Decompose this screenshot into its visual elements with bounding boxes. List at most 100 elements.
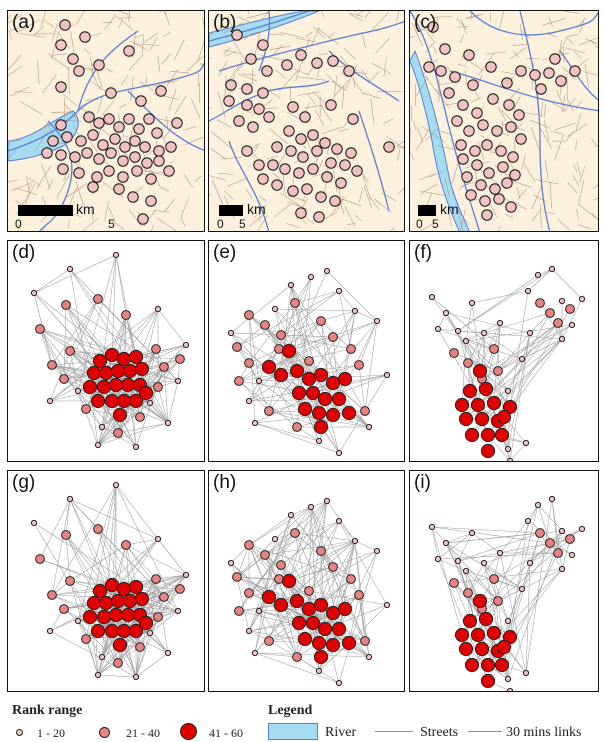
- network-node: [449, 348, 459, 358]
- network-node: [486, 395, 502, 411]
- network-node: [47, 360, 57, 370]
- network-node: [66, 495, 74, 503]
- river-line: [410, 11, 481, 231]
- network-node: [46, 397, 54, 405]
- network-node: [153, 612, 163, 622]
- station-node: [223, 95, 235, 107]
- network-node: [98, 653, 106, 661]
- station-node: [75, 135, 87, 147]
- station-node: [253, 103, 265, 115]
- rank-3-marker: [180, 723, 197, 740]
- network-node: [227, 559, 235, 567]
- panel-c-map: (c) km 0 5: [409, 10, 599, 232]
- network-node: [504, 675, 512, 683]
- network-node: [146, 629, 154, 637]
- network-node: [182, 341, 190, 349]
- network-node: [315, 437, 323, 445]
- rank-1-marker: [16, 729, 23, 736]
- station-node: [463, 49, 475, 61]
- network-node: [383, 601, 391, 609]
- network-node: [548, 495, 556, 503]
- network-node: [351, 307, 359, 315]
- network-node: [305, 385, 321, 401]
- network-node: [164, 649, 172, 657]
- station-node: [153, 145, 165, 157]
- network-node: [454, 627, 470, 643]
- station-node: [479, 195, 491, 207]
- panel-i-network: (i): [409, 470, 599, 692]
- network-node: [335, 679, 343, 687]
- network-node: [331, 391, 347, 407]
- panel-f-network: (f): [409, 240, 599, 462]
- network-node: [518, 355, 526, 363]
- links-layer: [431, 268, 583, 461]
- station-node: [73, 167, 85, 179]
- network-node: [35, 554, 45, 564]
- network-node: [227, 329, 235, 337]
- network-node: [337, 371, 353, 387]
- station-node: [503, 99, 515, 111]
- station-node: [133, 123, 145, 135]
- station-node: [281, 59, 293, 71]
- links-label: 30 mins links: [506, 725, 582, 740]
- network-node: [428, 523, 436, 531]
- station-node: [315, 191, 327, 203]
- station-node: [69, 151, 81, 163]
- station-node: [55, 149, 67, 161]
- network-node: [151, 574, 161, 584]
- network-node: [82, 609, 98, 625]
- station-node: [263, 111, 275, 123]
- map-a-canvas: [8, 11, 204, 231]
- network-node: [244, 358, 254, 368]
- network-node: [472, 363, 488, 379]
- station-node: [455, 139, 467, 151]
- station-node: [257, 39, 269, 51]
- network-node: [292, 422, 302, 432]
- scale-five-b: 5: [239, 217, 246, 231]
- station-node: [97, 139, 109, 151]
- map-b-canvas: [209, 11, 404, 231]
- network-node: [480, 657, 496, 673]
- station-node: [267, 159, 279, 171]
- network-node: [331, 621, 347, 637]
- network-node: [232, 342, 242, 352]
- station-node: [241, 145, 253, 157]
- network-node: [175, 354, 185, 364]
- network-node: [304, 356, 314, 366]
- network-node: [273, 367, 289, 383]
- network-node: [434, 325, 442, 333]
- network-node: [480, 443, 496, 459]
- station-node: [155, 85, 167, 97]
- station-node: [109, 133, 121, 145]
- network-node: [244, 540, 254, 550]
- network-i-canvas: [428, 495, 586, 691]
- streets-label: Streets: [420, 725, 459, 740]
- station-node: [231, 29, 243, 41]
- station-node: [471, 107, 483, 119]
- network-node: [289, 363, 305, 379]
- network-node: [496, 409, 512, 425]
- scale-zero-c: 0: [416, 217, 423, 231]
- network-node: [496, 639, 512, 655]
- station-node: [515, 65, 527, 77]
- river-line: [469, 11, 598, 36]
- station-node: [457, 153, 469, 165]
- network-node: [553, 318, 563, 328]
- network-node: [307, 273, 315, 281]
- network-node: [360, 636, 370, 646]
- station-node: [329, 195, 341, 207]
- station-node: [225, 79, 237, 91]
- street-network: [410, 11, 598, 231]
- station-node: [81, 147, 93, 159]
- network-node: [96, 379, 112, 395]
- network-node: [558, 565, 566, 573]
- network-node: [154, 305, 162, 313]
- station-node: [295, 49, 307, 61]
- network-node: [92, 583, 108, 599]
- network-node: [480, 427, 496, 443]
- network-node: [261, 359, 277, 375]
- network-node: [480, 559, 488, 567]
- station-node: [129, 151, 141, 163]
- network-node: [301, 601, 317, 617]
- network-node: [159, 362, 169, 372]
